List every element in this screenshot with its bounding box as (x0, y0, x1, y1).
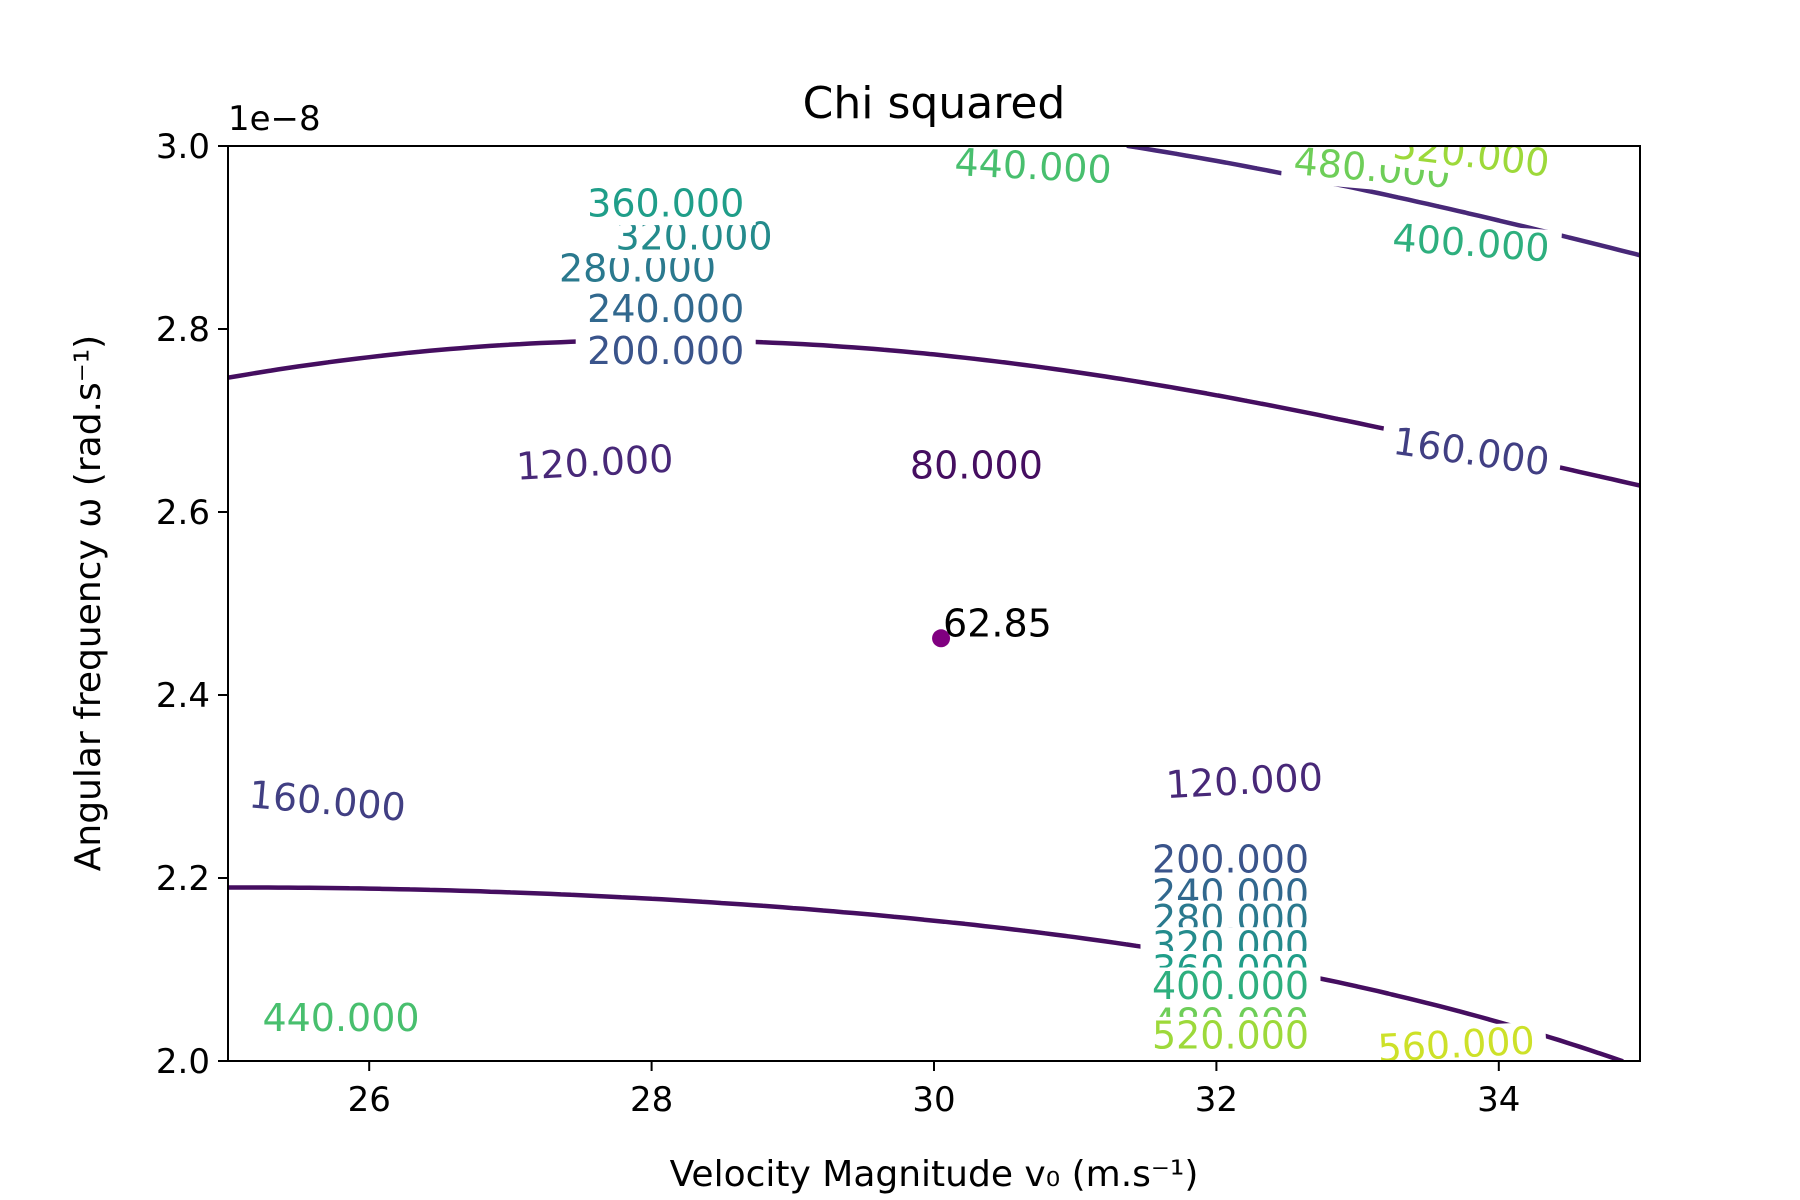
x-tick-label: 28 (630, 1080, 673, 1120)
contour-label-text: 200.000 (1152, 838, 1309, 882)
contour-label-background (942, 146, 1124, 193)
contour-label-background (1153, 757, 1336, 808)
contour-label-text: 360.000 (587, 182, 744, 226)
contour-line-120 (1125, 146, 1640, 258)
y-axis-label: Angular frequency ω (rad.s⁻¹) (68, 335, 109, 871)
contour-label-120-2: 120.000 (1153, 755, 1336, 808)
contour-label-text: 400.000 (1391, 216, 1551, 271)
contour-label-560-23: 560.000 (1365, 1018, 1548, 1070)
chart-title: Chi squared (803, 78, 1066, 129)
contour-label-background (1379, 218, 1563, 271)
contour-label-background (1379, 420, 1564, 486)
contour-label-background (1365, 1021, 1548, 1061)
minimum-value-label: 62.85 (943, 601, 1052, 645)
y-tick-label: 2.6 (156, 493, 210, 533)
contour-label-440-17: 440.000 (942, 140, 1124, 193)
contour-label-background (1140, 1016, 1321, 1057)
contour-label-80-0: 80.000 (886, 443, 1067, 487)
y-axis-ticks: 2.0 2.2 2.4 2.6 2.8 3.0 (156, 127, 228, 1082)
contour-label-200-5: 200.000 (575, 329, 756, 373)
contour-lines (228, 146, 1640, 1061)
y-offset-label: 1e−8 (228, 99, 321, 139)
contour-label-text: 440.000 (262, 996, 419, 1040)
y-tick-label: 3.0 (156, 127, 210, 167)
contour-labels: 80.000120.000120.000160.000160.000200.00… (235, 140, 1564, 1070)
minimum-point (932, 629, 951, 648)
y-tick-label: 2.2 (156, 859, 210, 899)
contour-label-background (503, 439, 686, 489)
x-tick-label: 34 (1477, 1080, 1520, 1120)
minimum-marker-group: 62.85 (932, 601, 1052, 648)
y-tick-label: 2.8 (156, 310, 210, 350)
y-tick-label: 2.4 (156, 676, 210, 716)
contour-label-text: 240.000 (587, 287, 744, 331)
contour-label-background (1140, 967, 1321, 1008)
contour-label-text: 120.000 (1165, 755, 1324, 807)
x-tick-label: 32 (1195, 1080, 1238, 1120)
contour-label-background (575, 290, 756, 331)
x-tick-label: 26 (348, 1080, 391, 1120)
contour-label-background (235, 774, 419, 831)
contour-label-background (1140, 841, 1321, 882)
contour-label-360-13: 360.000 (575, 182, 756, 226)
contour-label-background (575, 185, 756, 226)
x-axis-ticks: 26 28 30 32 34 (348, 1061, 1520, 1120)
x-tick-label: 30 (912, 1080, 955, 1120)
contour-label-400-15: 400.000 (1379, 216, 1563, 271)
y-tick-label: 2.0 (156, 1042, 210, 1082)
contour-label-text: 80.000 (910, 443, 1043, 487)
contour-label-text: 200.000 (587, 329, 744, 373)
contour-label-240-7: 240.000 (575, 287, 756, 331)
contour-label-text: 400.000 (1152, 964, 1309, 1008)
contour-label-background (1379, 146, 1563, 187)
contour-label-200-6: 200.000 (1140, 838, 1321, 882)
contour-label-440-18: 440.000 (251, 996, 431, 1040)
contour-label-background (251, 999, 431, 1040)
contour-label-background (575, 332, 756, 373)
contour-label-400-16: 400.000 (1140, 964, 1321, 1008)
x-axis-label: Velocity Magnitude v₀ (m.s⁻¹) (670, 1154, 1199, 1195)
contour-label-background (886, 446, 1067, 487)
contour-label-text: 120.000 (515, 437, 674, 489)
contour-label-text: 560.000 (1376, 1018, 1535, 1070)
contour-label-text: 520.000 (1152, 1013, 1309, 1057)
contour-label-text: 440.000 (953, 140, 1112, 192)
contour-label-520-22: 520.000 (1140, 1013, 1321, 1057)
contour-label-120-1: 120.000 (503, 437, 686, 489)
